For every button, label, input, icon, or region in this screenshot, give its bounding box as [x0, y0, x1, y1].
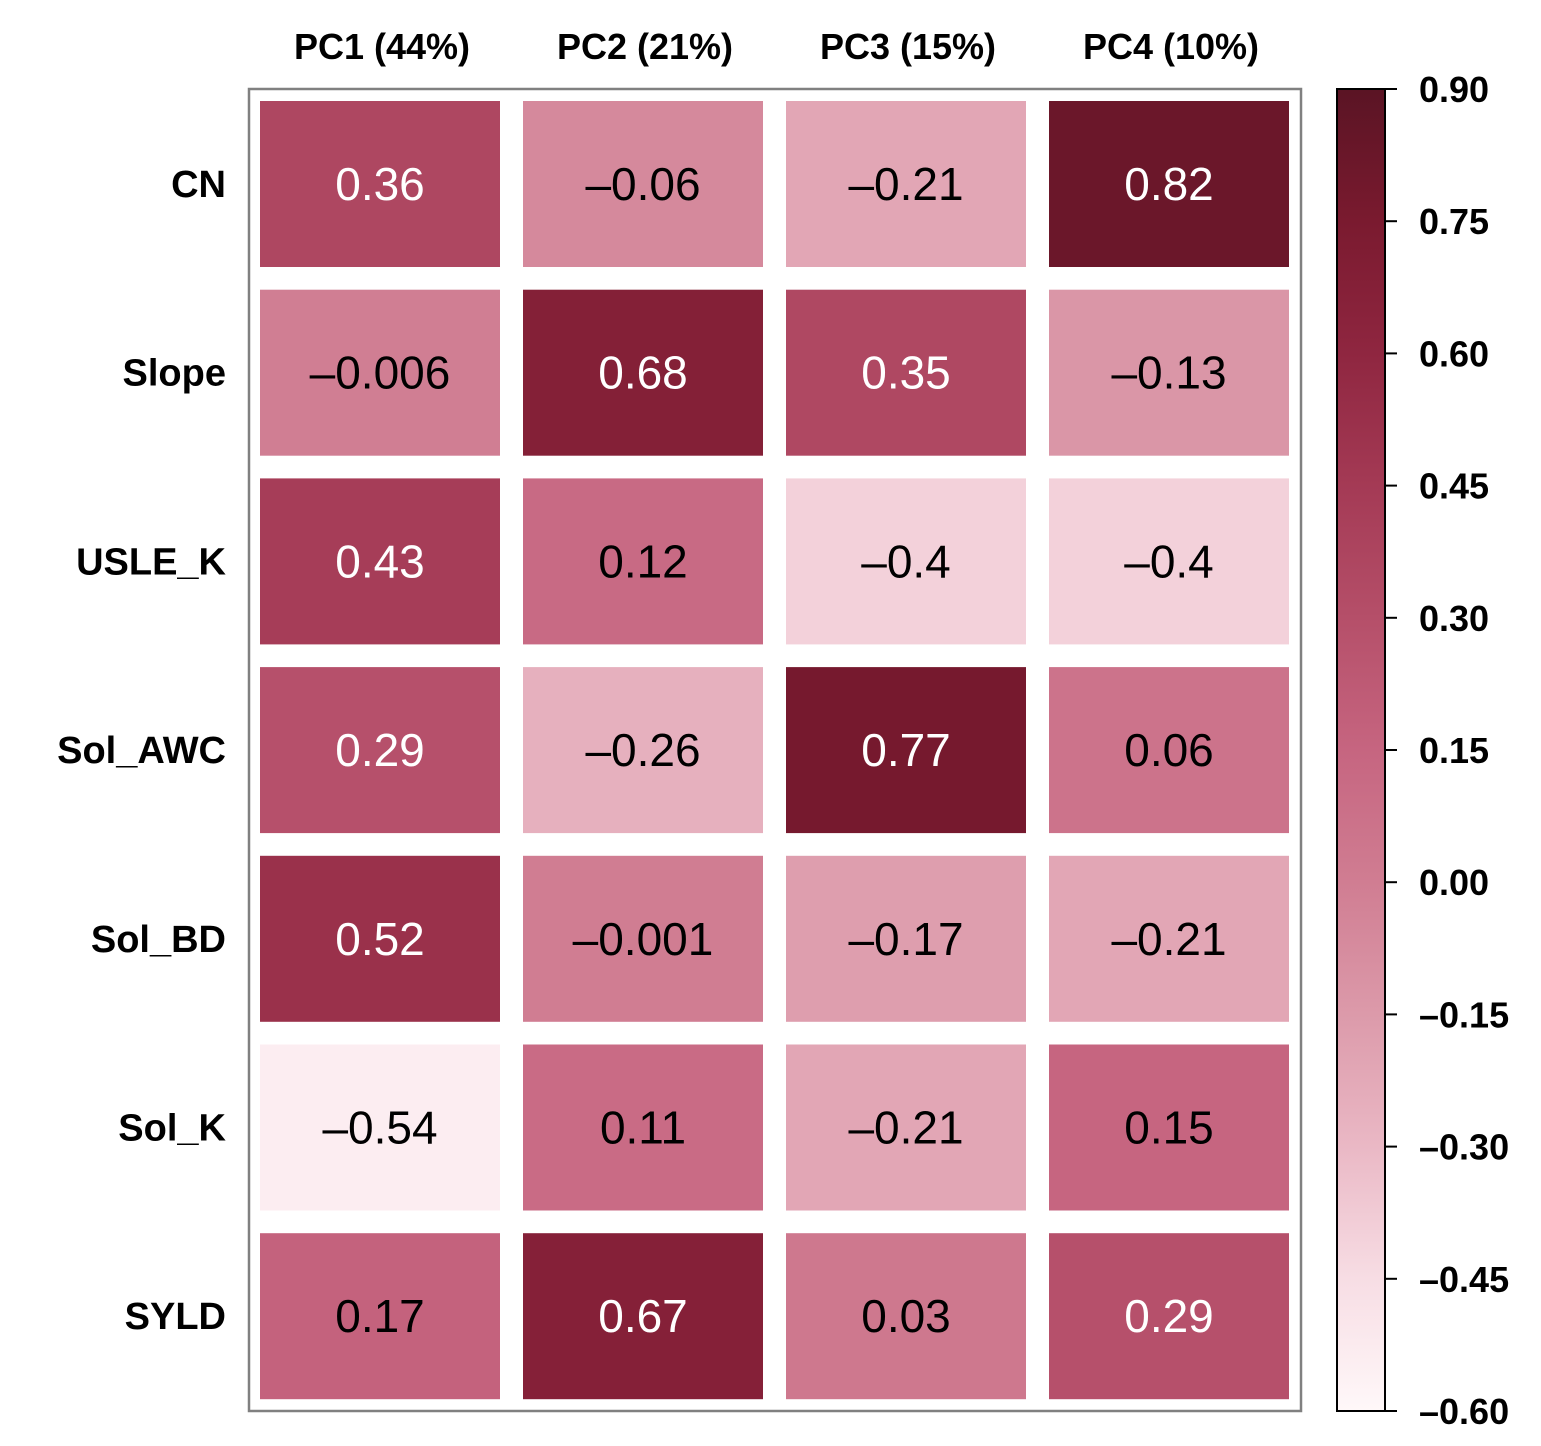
colorbar-tick-label: 0.60	[1419, 333, 1489, 374]
cell-value-label: –0.54	[322, 1102, 437, 1154]
heatmap-cell	[260, 1044, 500, 1211]
heatmap-cell	[786, 855, 1026, 1022]
row-labels: CN Slope USLE_K Sol_AWC Sol_BD Sol_K SYLD	[57, 164, 226, 1338]
column-label: PC4 (10%)	[1083, 26, 1259, 67]
cell-value-label: –0.001	[573, 913, 714, 965]
cell-value-label: 0.12	[598, 535, 688, 587]
colorbar-gradient	[1336, 88, 1386, 1412]
colorbar-tick-label: –0.30	[1419, 1127, 1509, 1168]
column-label: PC3 (15%)	[820, 26, 996, 67]
heatmap-cell	[1049, 478, 1289, 645]
heatmap-cell	[260, 1233, 500, 1400]
cell-value-label: –0.21	[1111, 913, 1226, 965]
cell-value-label: –0.26	[585, 724, 700, 776]
cell-value-label: 0.68	[598, 347, 688, 399]
heatmap-cell	[260, 101, 500, 267]
heatmap-cell	[523, 478, 763, 645]
cell-value-label: –0.006	[310, 347, 451, 399]
heatmap-cell	[1049, 667, 1289, 834]
cell-value-label: 0.82	[1124, 158, 1214, 210]
colorbar-tick-label: 0.00	[1419, 862, 1489, 903]
heatmap-cells: 0.36 –0.06 –0.21 0.82 –0.006 0.68 0.35 –0.13 0.4…	[260, 101, 1289, 1400]
column-labels: PC1 (44%) PC2 (21%) PC3 (15%) PC4 (10%)	[294, 26, 1259, 67]
heatmap-cell	[1049, 1044, 1289, 1211]
heatmap-cell	[786, 478, 1026, 645]
cell-value-label: 0.03	[861, 1290, 951, 1342]
cell-value-label: 0.52	[335, 913, 425, 965]
colorbar-tick-label: 0.75	[1419, 201, 1489, 242]
colorbar: 0.90 0.75 0.60 0.45 0.30 0.15 0.00 –0.15 –0.30 –0…	[1336, 69, 1509, 1432]
cell-value-label: 0.29	[1124, 1290, 1214, 1342]
heatmap-cell	[1049, 101, 1289, 267]
cell-value-label: –0.4	[1124, 535, 1214, 587]
heatmap-cell	[260, 667, 500, 834]
cell-value-label: 0.77	[861, 724, 951, 776]
row-label: Sol_BD	[91, 919, 226, 961]
heatmap-cell	[523, 289, 763, 456]
heatmap-cell	[523, 667, 763, 834]
cell-value-label: 0.36	[335, 158, 425, 210]
heatmap-cell	[523, 855, 763, 1022]
cell-value-label: 0.17	[335, 1290, 425, 1342]
row-label: Slope	[123, 353, 226, 395]
cell-value-label: –0.21	[848, 1102, 963, 1154]
colorbar-tick-label: –0.60	[1419, 1391, 1509, 1432]
heatmap-cell	[260, 289, 500, 456]
cell-value-label: 0.15	[1124, 1102, 1214, 1154]
colorbar-tick-label: –0.45	[1419, 1259, 1509, 1300]
heatmap-cell	[523, 1233, 763, 1400]
cell-value-label: –0.06	[585, 158, 700, 210]
heatmap-cell	[260, 478, 500, 645]
heatmap-cell	[523, 1044, 763, 1211]
colorbar-tick-label: –0.15	[1419, 994, 1509, 1035]
column-label: PC1 (44%)	[294, 26, 470, 67]
row-label: Sol_K	[118, 1108, 226, 1150]
cell-value-label: 0.43	[335, 535, 425, 587]
heatmap-cell	[1049, 289, 1289, 456]
cell-value-label: –0.17	[848, 913, 963, 965]
cell-value-label: –0.21	[848, 158, 963, 210]
colorbar-ticks: 0.90 0.75 0.60 0.45 0.30 0.15 0.00 –0.15 –0.30 –0…	[1385, 69, 1509, 1432]
colorbar-tick-label: 0.15	[1419, 730, 1489, 771]
cell-value-label: 0.11	[600, 1102, 686, 1154]
heatmap-cell	[786, 667, 1026, 834]
row-label: USLE_K	[76, 541, 226, 583]
heatmap-cell	[523, 101, 763, 267]
cell-value-label: –0.13	[1111, 347, 1226, 399]
heatmap-cell	[786, 289, 1026, 456]
heatmap-cell	[260, 855, 500, 1022]
cell-value-label: 0.35	[861, 347, 951, 399]
heatmap-cell	[786, 101, 1026, 267]
colorbar-tick-label: 0.45	[1419, 466, 1489, 507]
heatmap-cell	[786, 1233, 1026, 1400]
heatmap-cell	[1049, 1233, 1289, 1400]
heatmap-cell	[786, 1044, 1026, 1211]
row-label: Sol_AWC	[57, 730, 226, 772]
row-label: CN	[171, 164, 226, 206]
column-label: PC2 (21%)	[557, 26, 733, 67]
cell-value-label: 0.67	[598, 1290, 688, 1342]
colorbar-tick-label: 0.90	[1419, 69, 1489, 110]
row-label: SYLD	[125, 1296, 226, 1338]
colorbar-tick-label: 0.30	[1419, 598, 1489, 639]
heatmap-cell	[1049, 855, 1289, 1022]
cell-value-label: –0.4	[861, 535, 951, 587]
cell-value-label: 0.29	[335, 724, 425, 776]
cell-value-label: 0.06	[1124, 724, 1214, 776]
